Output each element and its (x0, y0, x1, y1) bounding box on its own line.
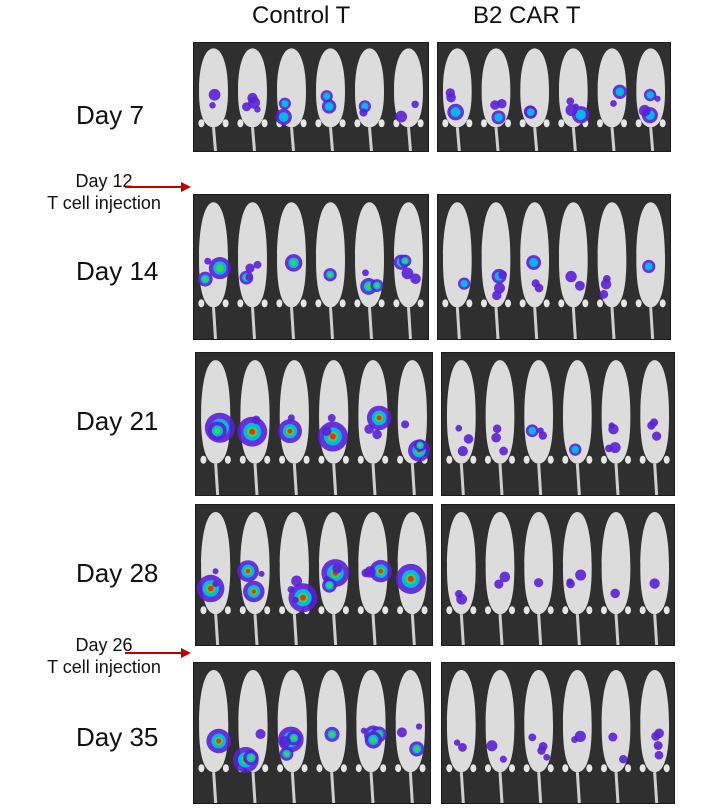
mouse-image (446, 670, 670, 803)
mouse-image (442, 202, 666, 339)
injection-note-day-12: Day 12 T cell injection (24, 170, 184, 214)
bioluminescence-panel-car-t-day-21 (441, 352, 675, 496)
bioluminescence-panel-control-day-7 (193, 42, 429, 152)
row-label-day-28: Day 28 (76, 558, 159, 588)
row-label-day-14: Day 14 (76, 256, 159, 286)
bioluminescence-panel-car-t-day-35 (441, 662, 675, 804)
mouse-image (198, 670, 426, 803)
injection-day-26: Day 26 (75, 635, 133, 655)
mouse-image (196, 512, 428, 645)
row-label-day-35: Day 35 (76, 722, 159, 752)
injection-text-day-12: T cell injection (47, 193, 161, 213)
row-label-day-21: Day 21 (76, 406, 159, 436)
red-arrow-icon (125, 648, 191, 658)
bioluminescence-panel-control-day-14 (193, 194, 429, 340)
bioluminescence-panel-car-t-day-14 (437, 194, 671, 340)
bioluminescence-panel-control-day-28 (195, 504, 433, 646)
mouse-image (446, 512, 670, 645)
mouse-image (198, 48, 424, 151)
mouse-image (197, 202, 424, 339)
injection-note-day-26: Day 26 T cell injection (24, 634, 184, 678)
bioluminescence-panel-car-t-day-7 (437, 42, 671, 152)
injection-text-day-26: T cell injection (47, 657, 161, 677)
mouse-image (446, 360, 670, 495)
bioluminescence-panel-car-t-day-28 (441, 504, 675, 646)
bioluminescence-panel-control-day-21 (195, 352, 433, 496)
column-header-control: Control T (252, 2, 351, 29)
column-header-car-t: B2 CAR T (473, 2, 581, 29)
mouse-image (200, 360, 431, 495)
row-label-day-7: Day 7 (76, 100, 144, 130)
red-arrow-icon (125, 182, 191, 192)
mouse-image (442, 48, 666, 151)
injection-day-12: Day 12 (75, 171, 133, 191)
bioluminescence-panel-control-day-35 (193, 662, 431, 804)
